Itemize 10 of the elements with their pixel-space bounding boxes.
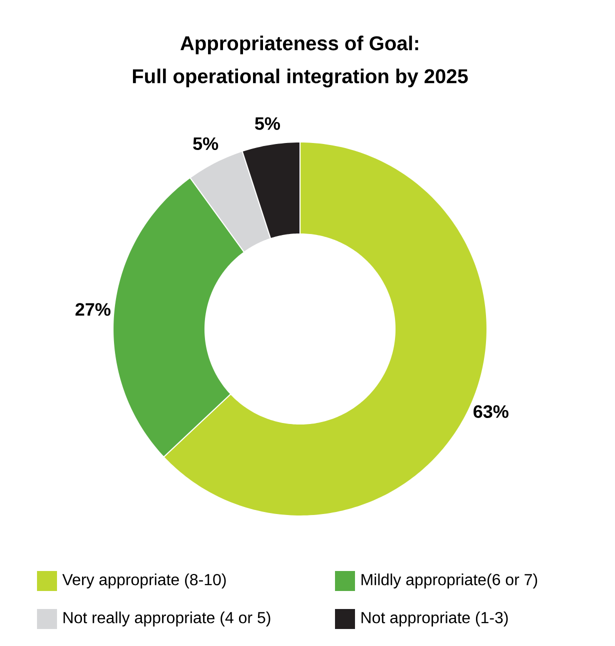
chart-subtitle: Full operational integration by 2025	[132, 68, 468, 88]
data-label: 5%	[254, 117, 280, 130]
legend-label: Not appropriate (1-3)	[362, 612, 508, 626]
legend-label: Mildly appropriate(6 or 7)	[362, 574, 538, 588]
legend-label: Very appropriate (8-10)	[62, 574, 226, 588]
data-label: 27%	[76, 303, 110, 316]
data-label: 5%	[193, 137, 218, 150]
data-label: 63%	[474, 405, 508, 418]
chart-title: Appropriateness of Goal:	[180, 36, 418, 54]
legend-label: Not really appropriate (4 or 5)	[64, 612, 270, 626]
